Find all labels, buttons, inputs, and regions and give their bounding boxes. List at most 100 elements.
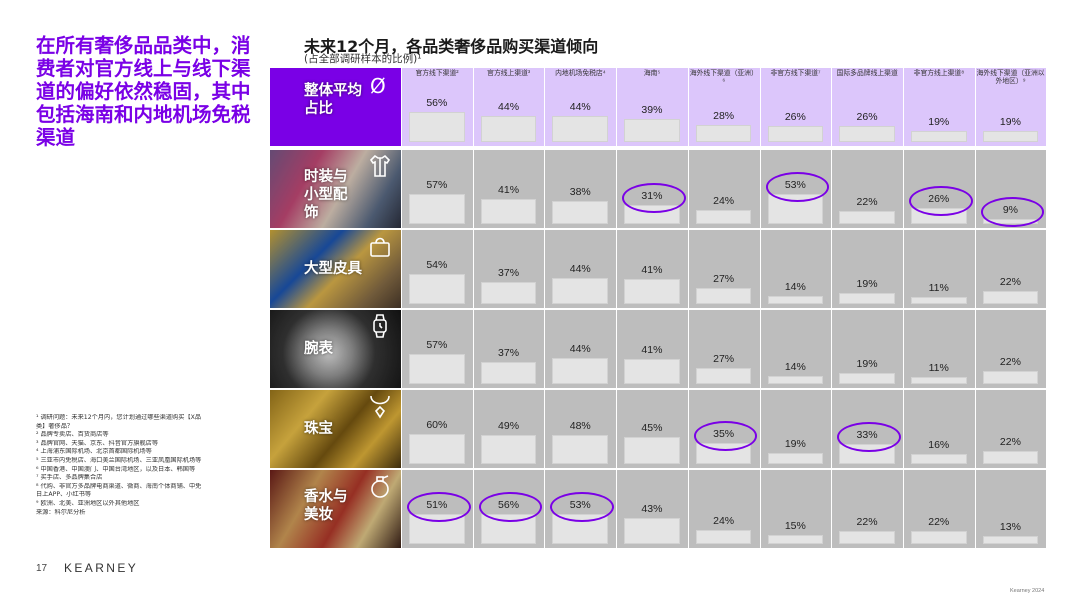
column-divider bbox=[759, 68, 761, 548]
value-bar bbox=[624, 279, 680, 304]
column-header: 海南⁵ bbox=[643, 70, 661, 77]
value-bar bbox=[910, 297, 967, 304]
value-bar bbox=[409, 434, 465, 464]
column-divider bbox=[687, 68, 689, 548]
value-bar bbox=[695, 287, 752, 304]
value-bar bbox=[480, 115, 537, 142]
value-label: 26% bbox=[856, 111, 878, 124]
value-label: 43% bbox=[641, 503, 663, 516]
value-bar bbox=[624, 359, 680, 384]
watch-icon bbox=[366, 312, 394, 340]
column-header: 官方线下渠道² bbox=[415, 70, 459, 77]
column-divider bbox=[472, 68, 474, 548]
footnote-line: ⁴ 上海浦东国际机场、北京首都国际机场等 bbox=[36, 448, 152, 456]
headline: 在所有奢侈品品类中，消费者对官方线上与线下渠道的偏好依然稳固，其中包括海南和内地… bbox=[36, 34, 251, 149]
value-label: 22% bbox=[999, 275, 1021, 288]
value-label: 37% bbox=[498, 266, 520, 279]
value-bar bbox=[409, 354, 465, 384]
value-bar bbox=[839, 210, 895, 224]
value-bar bbox=[982, 130, 1039, 142]
column-divider bbox=[831, 68, 833, 548]
value-label: 44% bbox=[569, 100, 591, 113]
value-label: 22% bbox=[999, 435, 1021, 448]
value-bar bbox=[695, 125, 752, 142]
highlight-circle bbox=[622, 183, 686, 214]
column-divider bbox=[902, 68, 904, 548]
value-bar bbox=[552, 277, 609, 304]
row-label-text: 大型皮具 bbox=[304, 261, 362, 277]
value-label: 37% bbox=[498, 346, 520, 359]
column-header: 海外线下渠道（亚洲）⁶ bbox=[689, 70, 758, 85]
perfume-icon bbox=[366, 472, 394, 500]
row-label: 香水与美妆 bbox=[304, 488, 351, 524]
clothing-icon bbox=[366, 152, 394, 180]
value-label: 15% bbox=[784, 520, 806, 532]
category-image bbox=[270, 470, 401, 548]
value-label: 57% bbox=[426, 179, 448, 191]
value-label: 44% bbox=[498, 100, 520, 113]
value-bar bbox=[982, 536, 1039, 544]
value-label: 49% bbox=[498, 419, 520, 432]
value-label: 19% bbox=[856, 357, 878, 370]
value-bar bbox=[695, 529, 752, 544]
value-label: 41% bbox=[641, 344, 663, 357]
value-label: 28% bbox=[713, 110, 735, 123]
value-bar bbox=[480, 199, 537, 224]
category-image bbox=[270, 150, 401, 228]
left-panel: 在所有奢侈品品类中，消费者对官方线上与线下渠道的偏好依然稳固，其中包括海南和内地… bbox=[0, 0, 270, 606]
footnote-line: ⁵ 三亚市内免税店、海口美兰国际机场、三亚凤凰国际机场等 bbox=[36, 456, 202, 464]
footnote-line: 类】奢侈品？ bbox=[36, 422, 74, 430]
value-label: 39% bbox=[641, 103, 663, 116]
category-image bbox=[270, 310, 401, 388]
highlight-circle bbox=[837, 422, 901, 453]
column-header: 非官方线上渠道⁸ bbox=[913, 70, 965, 77]
value-label: 27% bbox=[713, 352, 735, 365]
row-label: 整体平均占比 bbox=[304, 82, 366, 118]
column-header: 海外线下渠道（亚洲以外地区）⁹ bbox=[976, 70, 1045, 85]
footnotes: ¹ 调研问题：未来12个月内，您计划通过哪些渠道购买【X品 类】奢侈品？ ² 品牌… bbox=[36, 414, 258, 517]
highlight-circle bbox=[980, 196, 1045, 227]
value-bar bbox=[695, 209, 752, 224]
column-header: 官方线上渠道³ bbox=[487, 70, 531, 77]
value-label: 44% bbox=[569, 262, 591, 275]
highlight-circle bbox=[407, 492, 471, 522]
row-label-text: 时装与小型配饰 bbox=[304, 169, 348, 221]
value-bar bbox=[767, 126, 824, 142]
value-bar bbox=[624, 437, 680, 464]
value-bar bbox=[910, 454, 967, 464]
value-bar bbox=[982, 370, 1039, 384]
value-bar bbox=[910, 377, 967, 384]
average-label-cell bbox=[270, 68, 401, 146]
row-label: 大型皮具 bbox=[304, 260, 384, 278]
column-divider bbox=[974, 68, 976, 548]
column-divider bbox=[401, 68, 402, 548]
footnote-line: ² 品牌专卖店、百货商店等 bbox=[36, 431, 109, 439]
value-bar bbox=[552, 357, 609, 384]
column-header: 非官方线下渠道⁷ bbox=[770, 70, 821, 77]
value-label: 57% bbox=[426, 339, 448, 351]
highlight-circle bbox=[765, 172, 830, 202]
footnote-line: ¹ 调研问题：未来12个月内，您计划通过哪些渠道购买【X品 bbox=[36, 414, 202, 421]
value-bar bbox=[624, 118, 680, 142]
value-label: 44% bbox=[569, 342, 591, 355]
value-bar bbox=[839, 292, 895, 304]
value-label: 38% bbox=[569, 186, 591, 199]
row-label-text: 香水与美妆 bbox=[304, 489, 348, 523]
row-label-text: 整体平均占比 bbox=[304, 83, 362, 117]
footnote-line: ⁸ 代购、非官方多品牌电商渠道、微商、海南个体商铺、中免 bbox=[36, 482, 202, 490]
page-number: 17 bbox=[36, 563, 48, 574]
value-label: 19% bbox=[784, 437, 806, 450]
value-label: 24% bbox=[713, 194, 735, 207]
footnote-line: 日上APP、小红书等 bbox=[36, 491, 92, 499]
value-label: 48% bbox=[569, 420, 591, 433]
value-bar bbox=[767, 452, 824, 464]
value-label: 14% bbox=[784, 280, 806, 293]
footnote-line: ⁹ 欧洲、北美、亚洲地区以外其他地区 bbox=[36, 499, 140, 507]
highlight-circle bbox=[550, 492, 615, 522]
value-bar bbox=[839, 372, 895, 384]
value-label: 22% bbox=[856, 515, 878, 528]
value-label: 19% bbox=[856, 277, 878, 290]
value-bar bbox=[767, 375, 824, 384]
highlight-circle bbox=[478, 492, 543, 522]
highlight-circle bbox=[908, 186, 973, 217]
